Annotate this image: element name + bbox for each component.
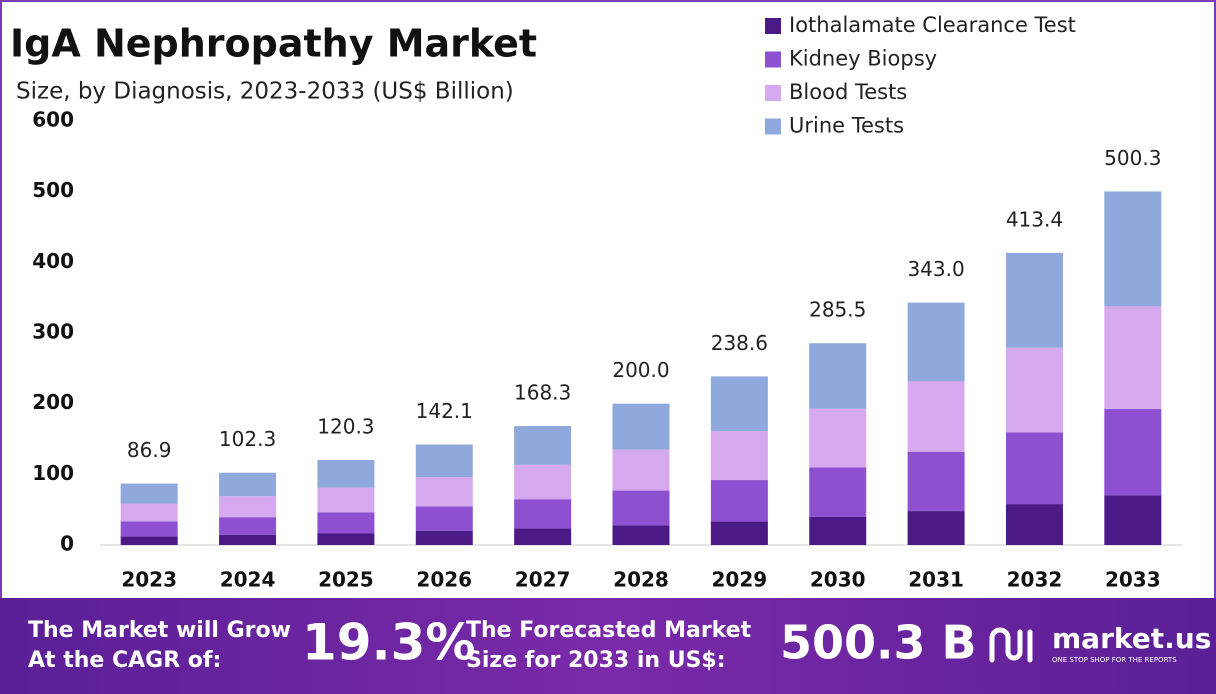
logo bbox=[989, 627, 1033, 663]
bar-segment bbox=[1104, 495, 1162, 545]
chart-title: IgA Nephropathy Market bbox=[10, 22, 537, 66]
bar-segment bbox=[514, 528, 572, 545]
bar-segment bbox=[415, 444, 473, 478]
legend-swatch bbox=[765, 85, 781, 101]
footer-text: The Forecasted Market bbox=[466, 618, 752, 643]
bar-segment bbox=[612, 449, 670, 491]
y-tick-label: 200 bbox=[32, 390, 74, 414]
x-tick-label: 2026 bbox=[416, 568, 472, 592]
bar-segment bbox=[514, 426, 572, 465]
total-label: 120.3 bbox=[317, 414, 374, 438]
bar-segment bbox=[710, 480, 768, 522]
x-tick-label: 2027 bbox=[515, 568, 571, 592]
bar-segment bbox=[219, 517, 277, 535]
bar-segment bbox=[317, 459, 375, 488]
x-tick-label: 2025 bbox=[318, 568, 374, 592]
legend-swatch bbox=[765, 118, 781, 135]
legend-label: Iothalamate Clearance Test bbox=[789, 13, 1076, 37]
bar-segment bbox=[1005, 252, 1063, 348]
footer-text: At the CAGR of: bbox=[28, 648, 221, 673]
bar-segment bbox=[1104, 306, 1162, 409]
bar-segment bbox=[219, 534, 277, 545]
bar-segment bbox=[809, 408, 867, 468]
legend-swatch bbox=[765, 51, 781, 68]
x-tick-label: 2028 bbox=[613, 568, 669, 592]
y-tick-label: 500 bbox=[32, 178, 74, 202]
x-tick-label: 2030 bbox=[810, 568, 866, 592]
legend-label: Urine Tests bbox=[789, 114, 904, 138]
bar-segment bbox=[1005, 504, 1063, 545]
y-tick-label: 600 bbox=[32, 108, 74, 132]
legend-label: Blood Tests bbox=[789, 80, 907, 104]
total-label: 168.3 bbox=[514, 381, 571, 405]
bar-segment bbox=[415, 506, 473, 531]
footer-text: The Market will Grow bbox=[28, 618, 291, 643]
footer-text: Size for 2033 in US$: bbox=[466, 648, 726, 673]
y-tick-label: 0 bbox=[60, 532, 74, 556]
total-label: 142.1 bbox=[416, 399, 473, 423]
x-tick-label: 2024 bbox=[220, 568, 276, 592]
bar-segment bbox=[710, 376, 768, 432]
bar-segment bbox=[317, 512, 375, 534]
bar-segment bbox=[907, 511, 965, 545]
bar-segment bbox=[809, 516, 867, 545]
footer-band bbox=[0, 598, 1216, 694]
total-label: 200.0 bbox=[612, 358, 669, 382]
bar-segment bbox=[809, 467, 867, 517]
x-tick-label: 2032 bbox=[1007, 568, 1063, 592]
bar-segment bbox=[710, 431, 768, 481]
bar-segment bbox=[907, 302, 965, 382]
bar-segment bbox=[120, 521, 178, 537]
y-tick-label: 300 bbox=[32, 320, 74, 344]
bar-segment bbox=[612, 490, 670, 526]
total-label: 343.0 bbox=[907, 257, 964, 281]
total-label: 238.6 bbox=[711, 331, 768, 355]
bar-segment bbox=[415, 477, 473, 507]
total-label: 413.4 bbox=[1006, 207, 1063, 231]
bar-segment bbox=[317, 533, 375, 545]
legend-swatch bbox=[765, 18, 781, 34]
footer: The Market will Grow At the CAGR of: 19.… bbox=[28, 614, 1211, 674]
bar-segment bbox=[120, 483, 178, 504]
bar-segment bbox=[1005, 432, 1063, 505]
total-label: 102.3 bbox=[219, 427, 276, 451]
x-tick-label: 2031 bbox=[908, 568, 964, 592]
y-tick-label: 100 bbox=[32, 461, 74, 485]
total-label: 285.5 bbox=[809, 298, 866, 322]
x-tick-label: 2023 bbox=[121, 568, 177, 592]
footer-cagr: 19.3% bbox=[302, 614, 475, 672]
bar-segment bbox=[219, 472, 277, 497]
x-tick-label: 2033 bbox=[1105, 568, 1161, 592]
bar-segment bbox=[809, 343, 867, 409]
bar-segment bbox=[1104, 408, 1162, 496]
brand: market.us bbox=[1052, 622, 1211, 655]
bar-segment bbox=[612, 403, 670, 450]
chart-subtitle: Size, by Diagnosis, 2023-2033 (US$ Billi… bbox=[16, 79, 514, 105]
bar-segment bbox=[907, 381, 965, 452]
tagline: ONE STOP SHOP FOR THE REPORTS bbox=[1052, 656, 1177, 664]
bar-segment bbox=[514, 499, 572, 529]
bar-segment bbox=[1005, 347, 1063, 433]
bar-segment bbox=[907, 451, 965, 512]
bar-segment bbox=[415, 530, 473, 545]
legend-label: Kidney Biopsy bbox=[789, 47, 937, 71]
total-label: 86.9 bbox=[127, 438, 172, 462]
bar-segment bbox=[1104, 191, 1162, 307]
total-label: 500.3 bbox=[1104, 146, 1161, 170]
bar-segment bbox=[120, 536, 178, 545]
bar-segment bbox=[120, 503, 178, 522]
bar-segment bbox=[612, 525, 670, 545]
y-tick-label: 400 bbox=[32, 249, 74, 273]
bar-segment bbox=[710, 521, 768, 545]
bar-segment bbox=[317, 487, 375, 513]
bar-segment bbox=[514, 464, 572, 500]
bar-segment bbox=[219, 496, 277, 518]
x-tick-label: 2029 bbox=[712, 568, 768, 592]
footer-forecast: 500.3 B bbox=[780, 616, 977, 670]
